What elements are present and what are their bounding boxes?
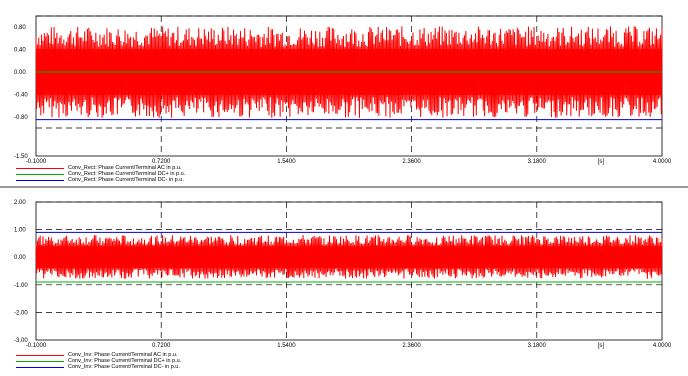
x-tick-label: 2.3600 [402,159,421,165]
x-tick-label: [s] [598,159,605,165]
x-tick-label: 2.3600 [402,343,421,349]
y-tick-label: -1.50 [14,154,28,160]
y-tick-label: 0.00 [14,70,26,76]
legend-swatch [16,354,64,356]
legend-item: Conv_Inv: Phase Current/Terminal DC+ in … [16,358,181,364]
legend-label: Conv_Rect: Phase Current/Terminal DC- in… [68,177,184,183]
y-tick-label: -1.00 [14,283,28,289]
legend-label: Conv_Inv: Phase Current/Terminal DC+ in … [68,358,182,364]
legend-item: Conv_Rect: Phase Current/Terminal DC+ in… [16,171,185,177]
legend-label: Conv_Rect: Phase Current/Terminal AC in … [68,165,182,171]
legend-label: Conv_Inv: Phase Current/Terminal DC- in … [68,364,180,370]
legend-swatch [16,360,64,362]
chart-rectifier-svg: 0.80 0.40 0.00 -0.40 -0.80 -1.50-0.1000 0.7200… [14,15,672,165]
chart-panel-rectifier: 0.80 0.40 0.00 -0.40 -0.80 -1.50 -0.1000 0.7200… [0,0,688,186]
legend-item: Conv_Rect: Phase Current/Terminal AC in … [16,165,185,171]
y-tick-label: -0.80 [14,115,28,121]
x-tick-label: 4.0000 [653,343,672,349]
chart-inverter-svg: 2.00 1.00 0.00 -1.00 -2.00 -3.00-0.1000 0.7200… [14,200,672,349]
x-tick-label: 3.1800 [528,343,547,349]
legend-swatch [16,167,64,169]
chart-panel-inverter: 2.00 1.00 0.00 -1.00 -2.00 -3.00 -0.1000 0.7200… [0,188,688,376]
legend-label: Conv_Rect: Phase Current/Terminal DC+ in… [68,171,186,177]
y-tick-label: 0.00 [14,255,26,261]
x-tick-label: 1.5400 [277,159,296,165]
y-tick-label: -2.00 [14,310,28,316]
x-tick-label: 3.1800 [528,159,547,165]
series-ac-line [35,26,663,118]
legend-swatch [16,173,64,175]
y-tick-label: 1.00 [14,228,26,234]
y-tick-label: 2.00 [14,200,26,206]
panel-divider [0,186,688,188]
x-tick-label: 0.7200 [152,343,171,349]
series-ac-line [35,235,663,279]
legend-inverter: Conv_Inv: Phase Current/Terminal AC in p… [16,352,181,370]
legend-swatch [16,366,64,368]
y-tick-label: 0.40 [14,48,26,54]
legend-rectifier: Conv_Rect: Phase Current/Terminal AC in … [16,165,185,183]
legend-item: Conv_Inv: Phase Current/Terminal DC- in … [16,364,181,370]
legend-item: Conv_Inv: Phase Current/Terminal AC in p… [16,352,181,358]
y-tick-label: 0.80 [14,25,26,31]
x-tick-label: 1.5400 [277,343,296,349]
y-tick-label: -3.00 [14,338,28,344]
legend-swatch [16,179,64,181]
x-tick-label: [s] [598,343,605,349]
x-tick-label: 4.0000 [653,159,672,165]
x-tick-label: -0.1000 [26,343,47,349]
y-tick-label: -0.40 [14,92,28,98]
x-tick-label: 0.7200 [152,159,171,165]
legend-label: Conv_Inv: Phase Current/Terminal AC in p… [68,352,178,358]
series-ac-band [36,246,662,268]
legend-item: Conv_Rect: Phase Current/Terminal DC- in… [16,177,185,183]
x-tick-label: -0.1000 [26,159,47,165]
